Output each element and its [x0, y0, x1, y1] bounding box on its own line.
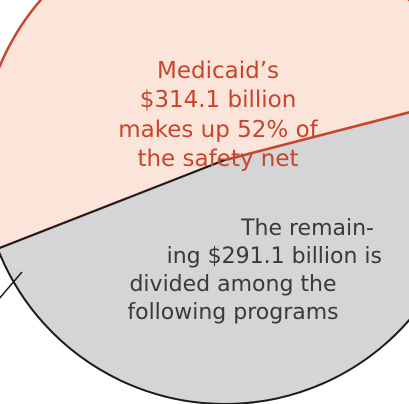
pie-slice-remaining-programs [0, 111, 409, 404]
remaining-slice-label: The remain- ing $291.1 billion is divide… [78, 215, 388, 328]
remaining-label-line-2: ing $291.1 billion is [166, 244, 382, 270]
medicaid-label-line-1: Medicaid’s [156, 58, 279, 84]
medicaid-label-line-4: the safety net [137, 146, 299, 173]
medicaid-label-line-2: $314.1 billion [139, 87, 297, 114]
remaining-label-line-3: divided among the [129, 272, 337, 298]
leader-line [0, 271, 23, 299]
medicaid-label-line-3: makes up 52% of [118, 116, 318, 143]
remaining-label-line-1: The remain- [241, 216, 374, 241]
medicaid-slice-label: Medicaid’s $314.1 billion makes up 52% o… [118, 57, 318, 175]
slice-divider-edge [224, 111, 409, 162]
pie-slice-medicaid [0, 0, 409, 250]
remaining-label-line-4: following programs [127, 300, 339, 326]
